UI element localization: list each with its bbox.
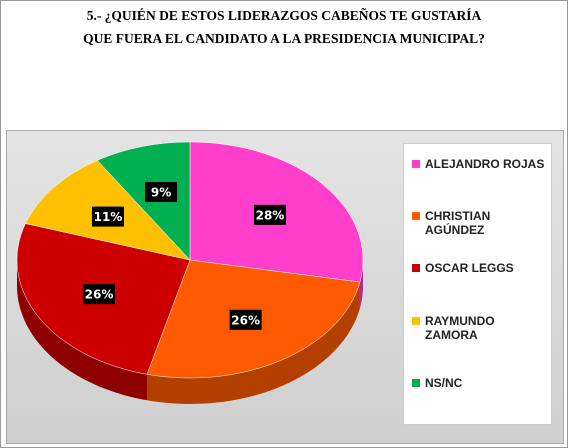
data-label: 11%: [94, 210, 123, 224]
legend-label: ALEJANDRO ROJAS: [425, 157, 545, 171]
legend-item: ALEJANDRO ROJAS: [412, 157, 547, 171]
legend-label: OSCAR LEGGS: [425, 261, 514, 275]
label-bg: [83, 284, 116, 305]
legend-label: CHRISTIAN AGÚNDEZ: [425, 209, 491, 237]
legend-swatch: [412, 212, 420, 220]
slice-side: [17, 260, 147, 401]
title-line: 5.- ¿QUIÉN DE ESTOS LIDERAZGOS CABEÑOS T…: [86, 8, 482, 23]
legend-label: RAYMUNDO ZAMORA: [425, 314, 495, 342]
legend-item: NS/NC: [412, 376, 547, 390]
slice-side: [146, 282, 360, 404]
slice: [96, 141, 191, 261]
title-line: QUE FUERA EL CANDIDATO A LA PRESIDENCIA …: [83, 31, 485, 46]
label-bg: [253, 204, 286, 225]
legend-item: RAYMUNDO ZAMORA: [412, 314, 547, 342]
data-label: 26%: [231, 313, 260, 327]
legend-swatch: [412, 379, 420, 387]
legend-swatch: [412, 160, 420, 168]
data-label: 9%: [151, 186, 171, 200]
data-label: 28%: [256, 208, 285, 222]
legend-swatch: [412, 264, 420, 272]
label-bg: [91, 206, 124, 227]
legend: ALEJANDRO ROJAS CHRISTIAN AGÚNDEZ OSCAR LE…: [403, 143, 552, 425]
legend-swatch: [412, 317, 420, 325]
legend-label: NS/NC: [425, 376, 463, 390]
legend-item: CHRISTIAN AGÚNDEZ: [412, 209, 547, 237]
data-label: 26%: [85, 288, 114, 302]
legend-item: OSCAR LEGGS: [412, 261, 547, 275]
label-bg: [229, 309, 262, 330]
label-bg: [145, 182, 178, 203]
